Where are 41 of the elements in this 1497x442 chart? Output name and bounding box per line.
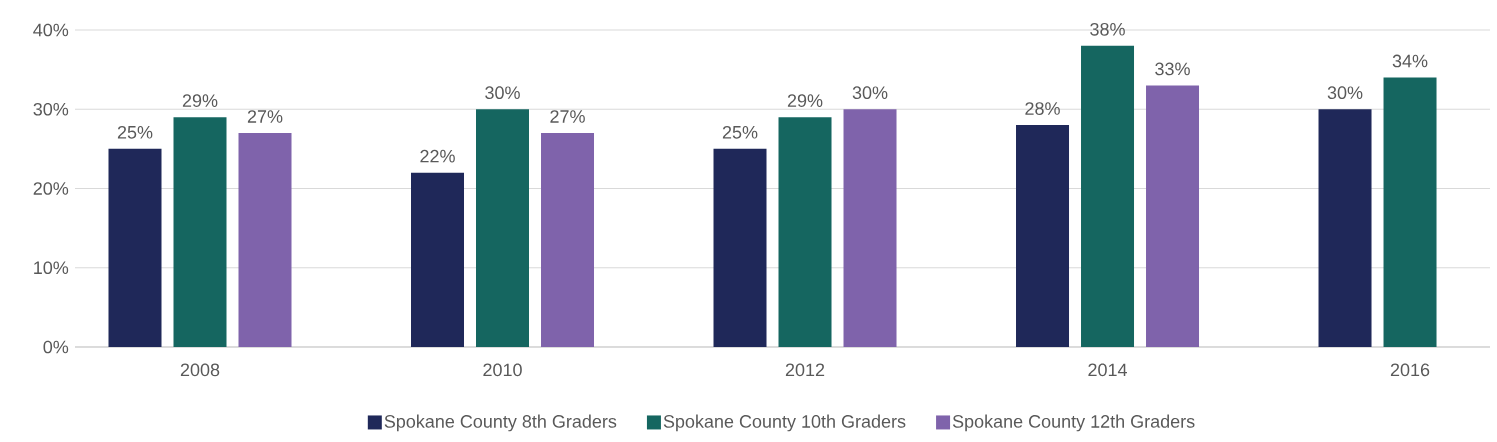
- bar: [1318, 109, 1372, 347]
- bar: [1383, 77, 1437, 347]
- bar: [238, 133, 292, 347]
- legend-label: Spokane County 12th Graders: [952, 414, 1195, 432]
- data-label: 25%: [117, 125, 153, 139]
- data-label: 27%: [247, 110, 283, 123]
- bar: [1081, 45, 1135, 347]
- bar: [173, 117, 227, 347]
- data-label: 27%: [550, 110, 585, 123]
- data-label: 29%: [182, 94, 218, 107]
- y-tick-label: 20%: [33, 182, 69, 195]
- bar: [1016, 125, 1070, 347]
- data-label: 30%: [852, 86, 888, 100]
- x-tick-label: 2008: [180, 363, 220, 377]
- data-label: 30%: [485, 86, 520, 100]
- data-label: 22%: [420, 149, 455, 163]
- bar: [778, 117, 832, 347]
- y-tick-label: 10%: [34, 261, 69, 275]
- x-tick-label: 2010: [483, 363, 522, 377]
- bar: [843, 109, 897, 347]
- legend-label: Spokane County 8th Graders: [384, 414, 617, 432]
- data-label: 34%: [1392, 54, 1428, 68]
- y-tick-label: 40%: [33, 23, 69, 37]
- bar: [541, 133, 595, 347]
- bar: [1146, 85, 1200, 347]
- y-tick-label: 30%: [33, 102, 69, 116]
- x-tick-label: 2016: [1390, 363, 1430, 377]
- y-tick-label: 0%: [43, 340, 69, 354]
- data-label: 33%: [1155, 62, 1190, 76]
- data-label: 29%: [787, 94, 823, 107]
- data-label: 38%: [1090, 22, 1125, 36]
- bar: [476, 109, 530, 347]
- data-label: 30%: [1327, 86, 1363, 100]
- x-tick-label: 2014: [1088, 363, 1127, 377]
- legend-label: Spokane County 10th Graders: [663, 414, 906, 432]
- data-label: 25%: [722, 125, 758, 139]
- bar: [713, 148, 767, 347]
- bar: [411, 172, 464, 347]
- bar: [108, 148, 162, 347]
- x-tick-label: 2012: [785, 363, 825, 377]
- data-label: 28%: [1025, 102, 1060, 115]
